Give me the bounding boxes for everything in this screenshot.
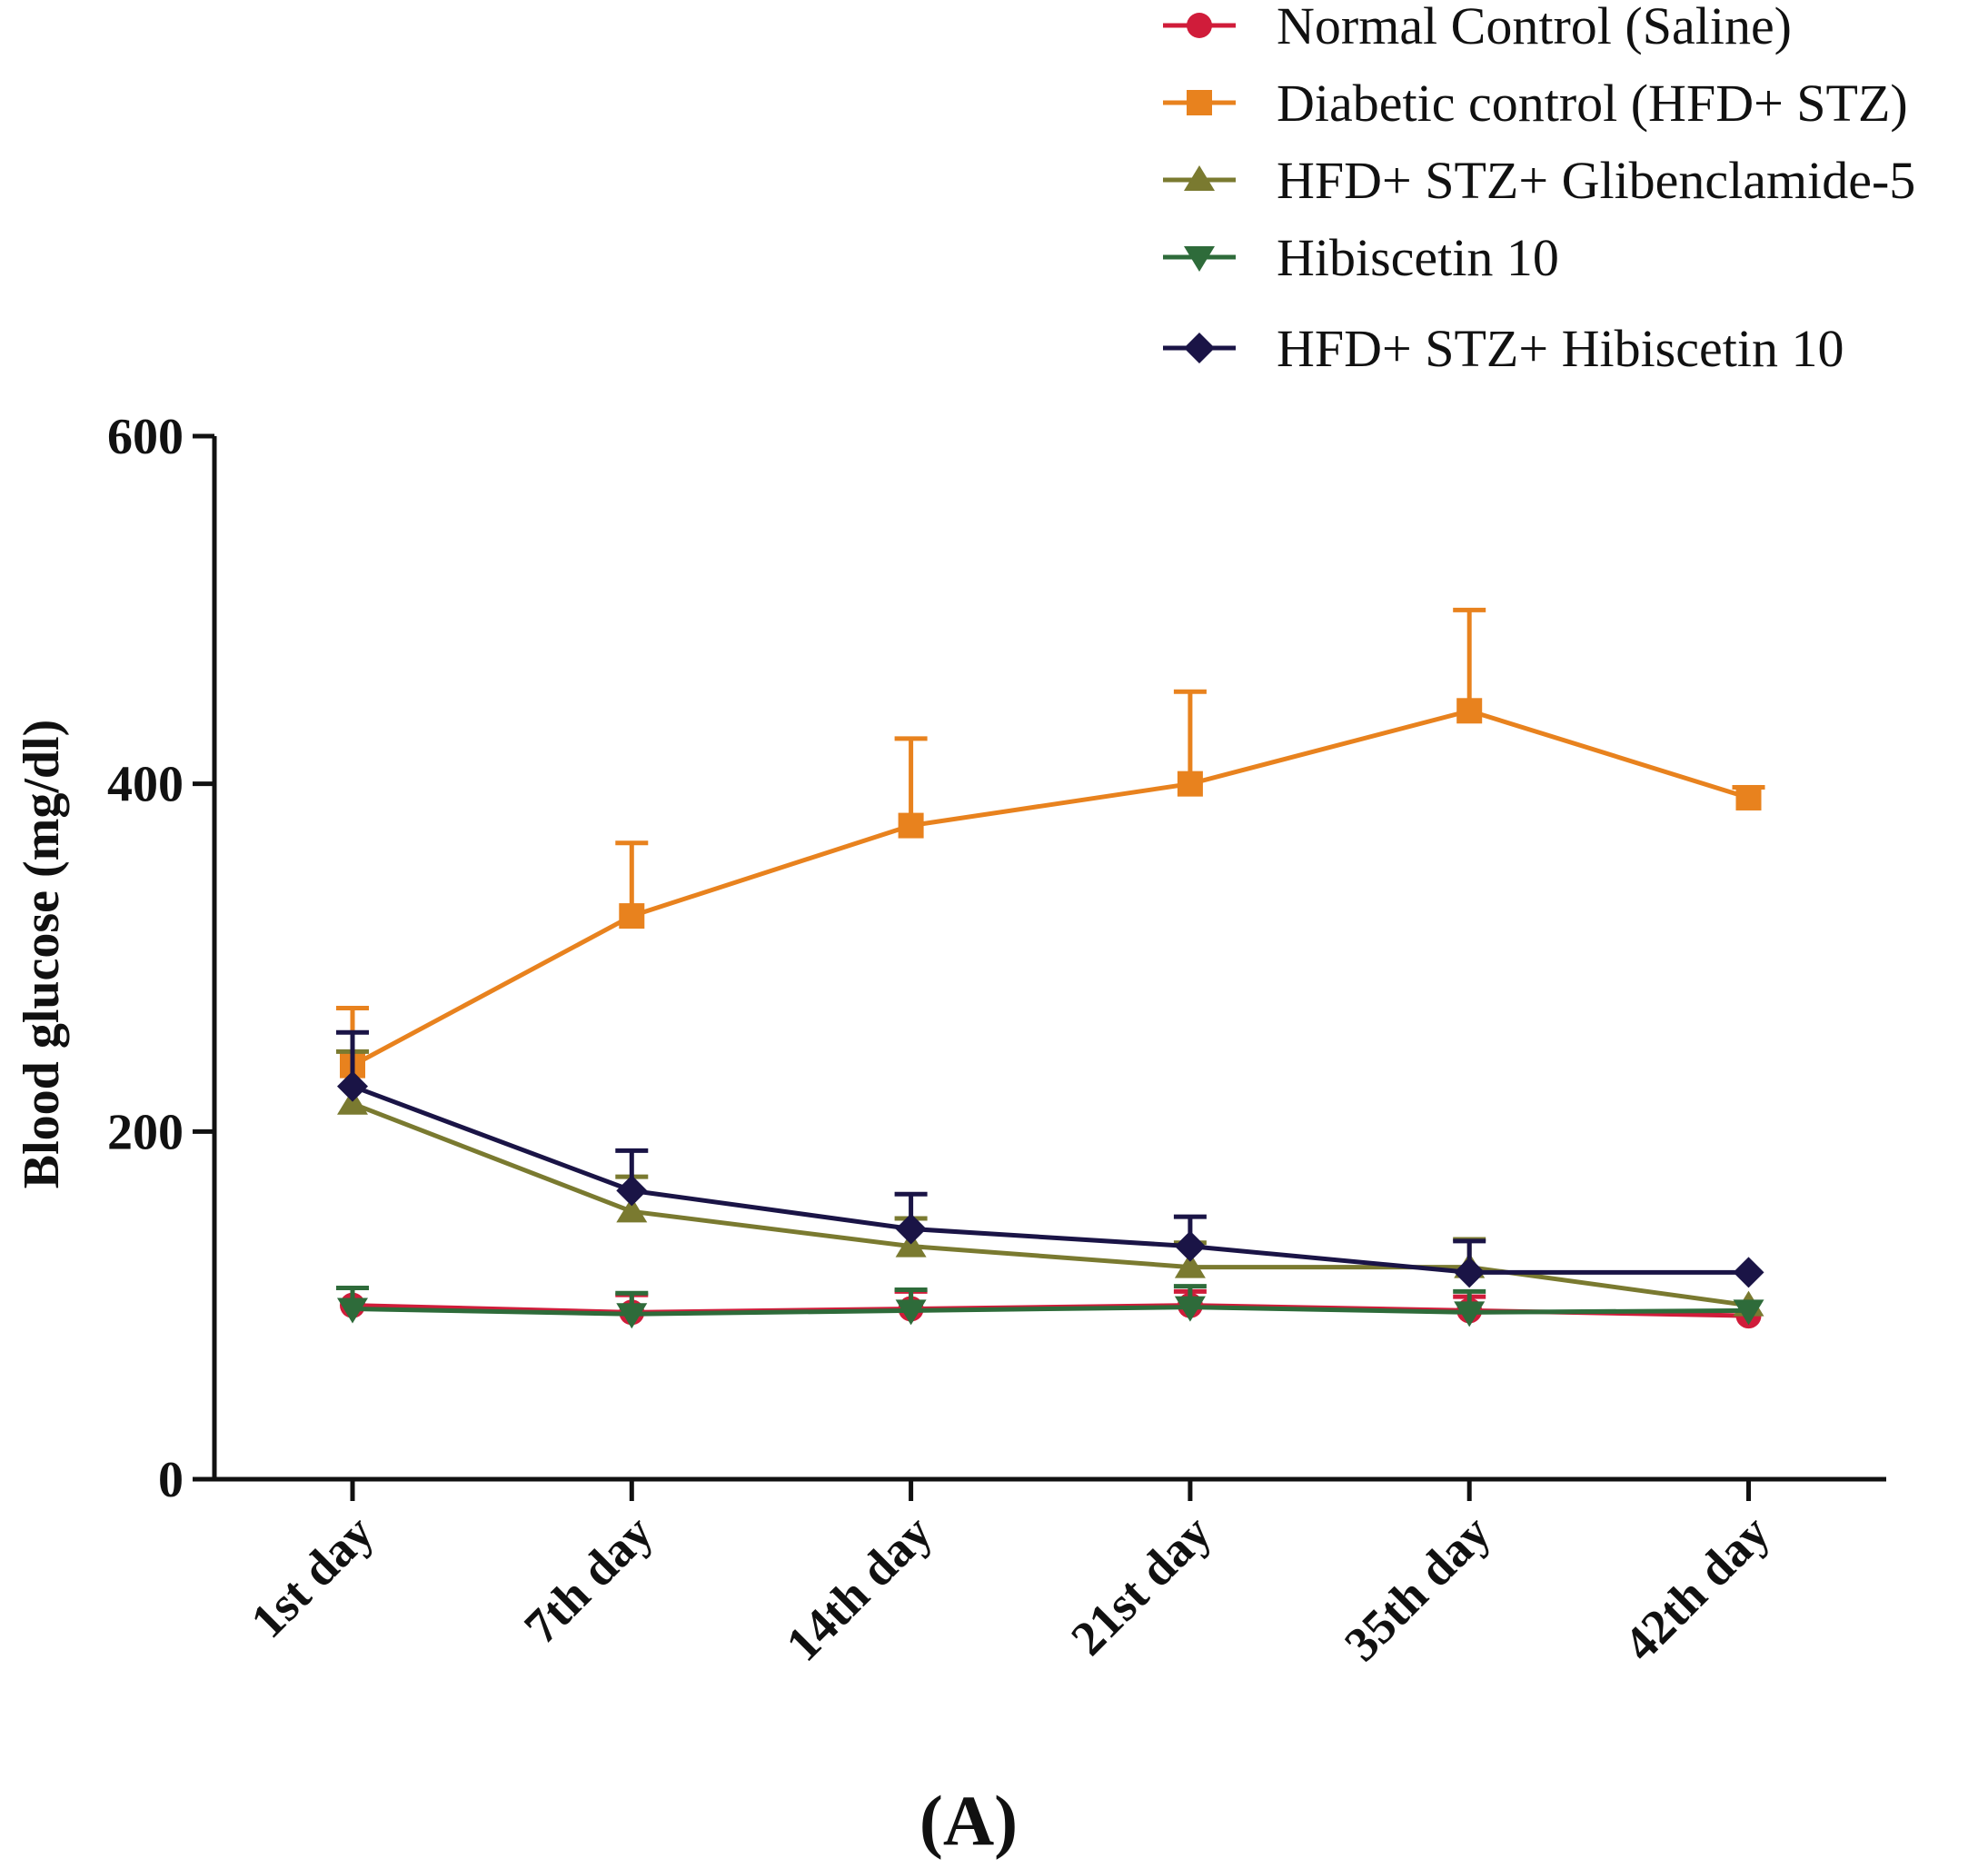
legend-item-4: Hibiscetin 10	[1163, 228, 1559, 287]
legend-item-5: HFD+ STZ+ Hibiscetin 10	[1163, 319, 1844, 378]
legend-label: Diabetic control (HFD+ STZ)	[1277, 74, 1908, 133]
data-point	[898, 812, 924, 839]
data-point	[1735, 784, 1762, 810]
legend-label: Hibiscetin 10	[1277, 228, 1559, 287]
data-point	[895, 1213, 927, 1245]
data-point	[895, 1231, 927, 1258]
data-point	[1184, 246, 1215, 272]
x-tick-label: 1st day	[240, 1505, 383, 1648]
data-point	[616, 1175, 648, 1207]
series-line	[352, 1305, 1749, 1317]
data-point	[1454, 1301, 1486, 1327]
data-point	[1187, 13, 1212, 38]
x-tick-label: 14th day	[776, 1505, 943, 1672]
plot-area: 0 200 400 600 1st day 7th day 14th day 21st day…	[107, 409, 1886, 1672]
data-point	[1177, 770, 1203, 797]
legend-label: HFD+ STZ+ Hibiscetin 10	[1277, 319, 1844, 378]
data-point	[337, 1070, 368, 1102]
legend-item-3: HFD+ STZ+ Glibenclamide-5	[1163, 151, 1915, 210]
data-point	[1733, 1257, 1764, 1288]
data-point	[616, 1197, 648, 1223]
x-tick-label: 7th day	[513, 1505, 662, 1654]
data-point	[1184, 333, 1215, 363]
data-point	[337, 1297, 368, 1324]
legend-item-1: Normal Control (Saline)	[1163, 0, 1792, 55]
series-line	[352, 1101, 1749, 1308]
data-point	[616, 1303, 648, 1329]
y-tick-label: 0	[158, 1452, 184, 1508]
data-point	[1174, 1230, 1206, 1262]
data-point	[619, 903, 645, 930]
series-4	[336, 1284, 1764, 1329]
data-point	[895, 1299, 927, 1326]
y-tick-label: 200	[107, 1104, 184, 1160]
data-point	[1174, 1252, 1206, 1278]
panel-label: (A)	[919, 1781, 1018, 1860]
y-tick-label: 400	[107, 757, 184, 813]
series-2	[336, 607, 1765, 1079]
data-point	[1184, 165, 1215, 191]
series-layer	[336, 607, 1765, 1329]
x-tick-label: 35th day	[1334, 1505, 1501, 1672]
series-line	[352, 1084, 1749, 1275]
x-tick-label: 21st day	[1060, 1505, 1221, 1665]
data-point	[1733, 1299, 1764, 1326]
y-axis-title: Blood glucose (mg/dl)	[14, 720, 70, 1188]
y-tick-label: 600	[107, 409, 184, 465]
data-point	[1174, 1296, 1206, 1322]
series-3	[336, 1049, 1764, 1317]
data-point	[1187, 90, 1212, 115]
axes: 0 200 400 600 1st day 7th day 14th day 21st day…	[107, 409, 1886, 1672]
series-line	[351, 708, 1750, 1068]
data-point	[1454, 1257, 1486, 1288]
legend-label: Normal Control (Saline)	[1277, 0, 1792, 55]
x-tick-label: 42th day	[1613, 1505, 1780, 1672]
legend: Normal Control (Saline) Diabetic control …	[1163, 0, 1915, 378]
legend-item-2: Diabetic control (HFD+ STZ)	[1163, 74, 1908, 133]
series-5	[336, 1029, 1764, 1288]
data-point	[1456, 698, 1483, 724]
data-point	[337, 1089, 368, 1115]
legend-label: HFD+ STZ+ Glibenclamide-5	[1277, 151, 1915, 210]
